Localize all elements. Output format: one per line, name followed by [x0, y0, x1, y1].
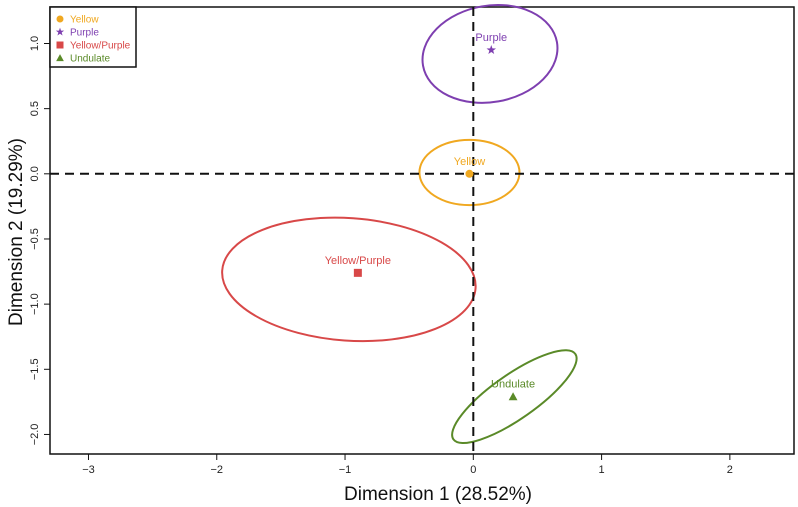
y-tick-label: −2.0 [29, 424, 41, 446]
undulate-label: Undulate [491, 379, 535, 391]
x-tick-label: −3 [82, 464, 95, 476]
legend-marker-purple [55, 27, 65, 36]
yellow-purple-label: Yellow/Purple [325, 255, 391, 267]
legend-entry-yellow: Yellow [70, 15, 99, 26]
legend-entry-yellow-purple: Yellow/Purple [70, 41, 131, 52]
y-tick-label: 0.5 [29, 101, 41, 116]
confidence-ellipses [221, 3, 578, 445]
undulate-ellipse [451, 349, 578, 445]
y-tick-label: 0.0 [29, 166, 41, 181]
x-tick-label: 0 [470, 464, 476, 476]
x-axis-label: Dimension 1 (28.52%) [344, 484, 532, 505]
legend-box [49, 6, 137, 68]
y-tick-label: −1.5 [29, 358, 41, 380]
legend: Yellow Purple Yellow/Purple Undulate [49, 6, 137, 68]
data-points: Yellow Purple Yellow/Purple Undulate [325, 32, 535, 401]
yellow-point [465, 169, 474, 178]
purple-point [486, 45, 497, 55]
x-tick-label: 1 [599, 464, 605, 476]
axis-ticks: −3 −2 −1 0 1 2 1.0 0.5 0.0 −0.5 −1.0 −1.5 −2.0 [29, 36, 733, 476]
legend-marker-undulate [56, 54, 64, 62]
purple-ellipse [421, 3, 559, 104]
legend-entry-undulate: Undulate [70, 54, 110, 65]
x-tick-label: −2 [210, 464, 223, 476]
x-tick-label: 2 [727, 464, 733, 476]
x-tick-label: −1 [339, 464, 352, 476]
reference-lines [50, 7, 794, 454]
undulate-point [508, 392, 518, 401]
legend-marker-yellow [56, 15, 64, 23]
yellow-purple-ellipse [221, 216, 477, 343]
y-tick-label: −0.5 [29, 228, 41, 250]
plot-frame [49, 6, 795, 455]
yellow-label: Yellow [454, 156, 485, 168]
yellow-ellipse [418, 138, 521, 207]
y-tick-label: 1.0 [29, 36, 41, 51]
yellow-purple-point [353, 268, 362, 277]
legend-entry-purple: Purple [70, 28, 99, 39]
y-tick-label: −1.0 [29, 293, 41, 315]
purple-label: Purple [475, 32, 507, 44]
y-axis-label: Dimension 2 (19.29%) [6, 138, 27, 326]
legend-marker-yellow-purple [56, 41, 64, 49]
